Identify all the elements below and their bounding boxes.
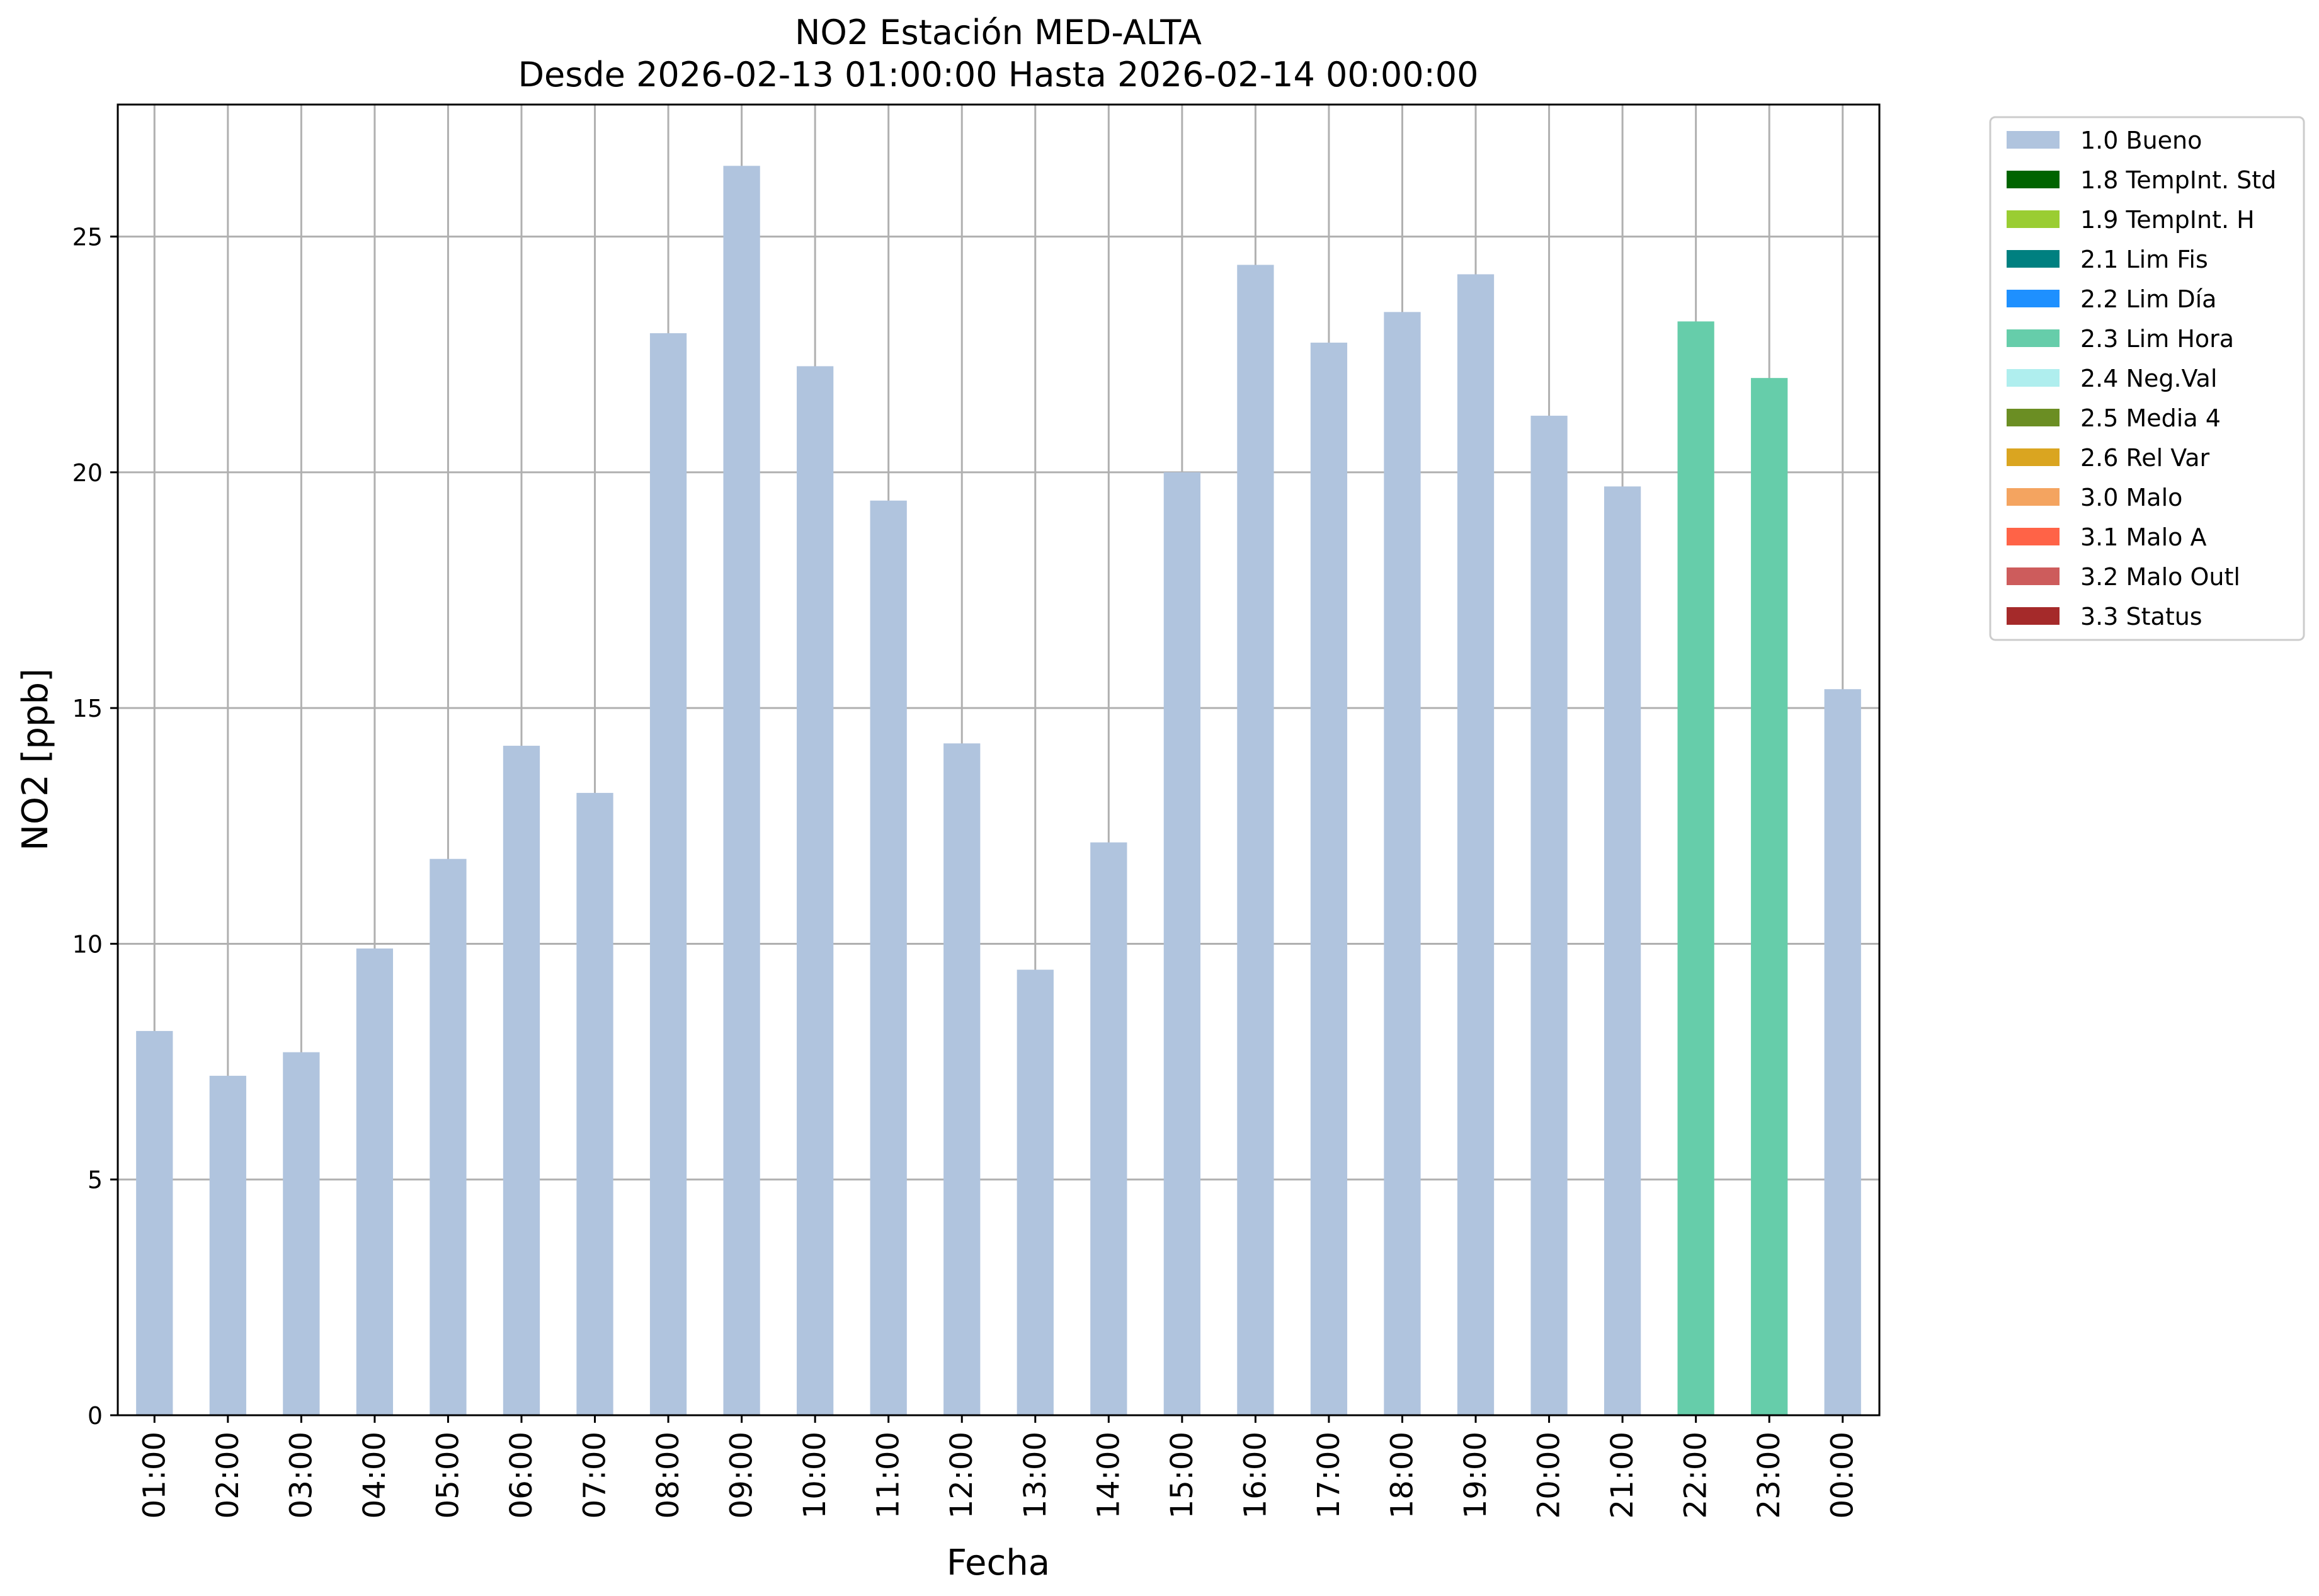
x-tick-label: 11:00 <box>871 1432 906 1519</box>
legend-label: 3.1 Malo A <box>2080 523 2206 551</box>
legend-swatch <box>2007 131 2060 149</box>
legend-label: 2.5 Media 4 <box>2080 404 2221 432</box>
legend-swatch <box>2007 369 2060 387</box>
x-tick-label: 19:00 <box>1458 1432 1493 1519</box>
legend-label: 2.1 Lim Fis <box>2080 246 2208 273</box>
y-tick-label: 25 <box>72 224 103 251</box>
x-axis-label: Fecha <box>947 1542 1050 1583</box>
y-tick-label: 10 <box>72 930 103 958</box>
bar-1600 <box>1237 265 1274 1416</box>
legend-swatch <box>2007 488 2060 506</box>
bar-2100 <box>1604 486 1641 1416</box>
x-tick-label: 09:00 <box>724 1432 760 1519</box>
x-tick-label: 21:00 <box>1605 1432 1640 1519</box>
x-tick-label: 12:00 <box>944 1432 979 1519</box>
bars-group <box>136 166 1861 1416</box>
legend-swatch <box>2007 171 2060 188</box>
y-tick-label: 0 <box>88 1402 103 1430</box>
legend-swatch <box>2007 409 2060 426</box>
bar-0900 <box>723 166 760 1415</box>
y-axis-label: NO2 [ppb] <box>15 668 56 851</box>
x-tick-label: 13:00 <box>1018 1432 1053 1519</box>
bar-1300 <box>1017 969 1054 1415</box>
bar-2000 <box>1530 416 1568 1416</box>
bar-0300 <box>283 1052 320 1415</box>
x-tick-label: 07:00 <box>578 1432 613 1519</box>
bar-0500 <box>430 858 467 1415</box>
legend-label: 3.3 Status <box>2080 603 2202 630</box>
bar-0100 <box>136 1030 173 1415</box>
bar-2200 <box>1677 321 1714 1415</box>
bar-0800 <box>649 333 687 1415</box>
legend-swatch <box>2007 607 2060 625</box>
bar-1400 <box>1090 842 1127 1415</box>
legend-swatch <box>2007 448 2060 466</box>
legend-swatch <box>2007 567 2060 585</box>
x-tick-label: 05:00 <box>430 1432 465 1519</box>
legend-label: 2.3 Lim Hora <box>2080 325 2234 353</box>
plot-frame <box>117 103 1881 1416</box>
bar-2300 <box>1751 378 1788 1415</box>
y-tick-label: 20 <box>72 459 103 487</box>
legend-frame <box>1989 116 2305 641</box>
bar-0200 <box>209 1076 246 1415</box>
chart-subtitle: Desde 2026-02-13 01:00:00 Hasta 2026-02-… <box>518 55 1478 94</box>
legend-label: 2.6 Rel Var <box>2080 444 2210 472</box>
x-axis: 01:00 02:00 03:00 04:00 05:00 06:00 07:00 08:00… <box>137 1415 1860 1519</box>
x-tick-label: 20:00 <box>1532 1432 1567 1519</box>
y-tick-label: 5 <box>88 1166 103 1194</box>
bar-1700 <box>1310 343 1348 1415</box>
x-tick-label: 22:00 <box>1678 1432 1714 1519</box>
legend-swatch <box>2007 210 2060 228</box>
bar-1500 <box>1163 472 1200 1415</box>
legend-label: 1.0 Bueno <box>2080 127 2202 154</box>
legend-swatch <box>2007 250 2060 268</box>
x-tick-label: 01:00 <box>137 1432 172 1519</box>
legend-label: 3.0 Malo <box>2080 484 2182 511</box>
legend-swatch <box>2007 290 2060 307</box>
legend-swatch <box>2007 528 2060 545</box>
x-tick-label: 23:00 <box>1752 1432 1787 1519</box>
y-tick-label: 15 <box>72 695 103 722</box>
y-axis: 0 5 10 15 20 25 <box>72 224 118 1430</box>
legend-label: 1.9 TempInt. H <box>2080 206 2255 234</box>
x-tick-label: 06:00 <box>504 1432 539 1519</box>
x-tick-label: 10:00 <box>797 1432 833 1519</box>
legend-label: 2.2 Lim Día <box>2080 285 2216 313</box>
bar-0400 <box>356 948 394 1415</box>
bar-1100 <box>870 500 907 1415</box>
bar-1000 <box>797 366 834 1415</box>
x-tick-label: 16:00 <box>1238 1432 1273 1519</box>
x-tick-label: 14:00 <box>1091 1432 1126 1519</box>
bar-1800 <box>1384 312 1421 1415</box>
x-tick-label: 02:00 <box>210 1432 246 1519</box>
x-tick-label: 17:00 <box>1311 1432 1347 1519</box>
bar-1200 <box>943 743 981 1415</box>
legend-label: 1.8 TempInt. Std <box>2080 166 2276 194</box>
x-tick-label: 03:00 <box>283 1432 319 1519</box>
x-tick-label: 00:00 <box>1825 1432 1860 1519</box>
bar-0700 <box>576 792 613 1415</box>
legend-swatch <box>2007 329 2060 347</box>
legend: 1.0 Bueno 1.8 TempInt. Std 1.9 TempInt. H 2… <box>1989 116 2305 641</box>
x-tick-label: 18:00 <box>1384 1432 1420 1519</box>
legend-label: 3.2 Malo Outl <box>2080 563 2240 591</box>
bar-0000 <box>1824 689 1861 1415</box>
bar-1900 <box>1457 274 1495 1415</box>
x-tick-label: 04:00 <box>357 1432 392 1519</box>
x-tick-label: 08:00 <box>651 1432 686 1519</box>
legend-label: 2.4 Neg.Val <box>2080 365 2217 392</box>
x-tick-label: 15:00 <box>1165 1432 1200 1519</box>
bar-0600 <box>503 746 540 1415</box>
chart-title: NO2 Estación MED-ALTA <box>795 13 1202 52</box>
